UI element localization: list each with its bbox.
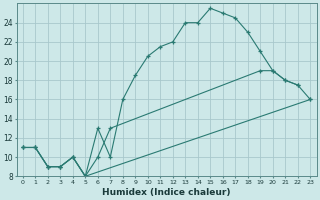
X-axis label: Humidex (Indice chaleur): Humidex (Indice chaleur) (102, 188, 231, 197)
